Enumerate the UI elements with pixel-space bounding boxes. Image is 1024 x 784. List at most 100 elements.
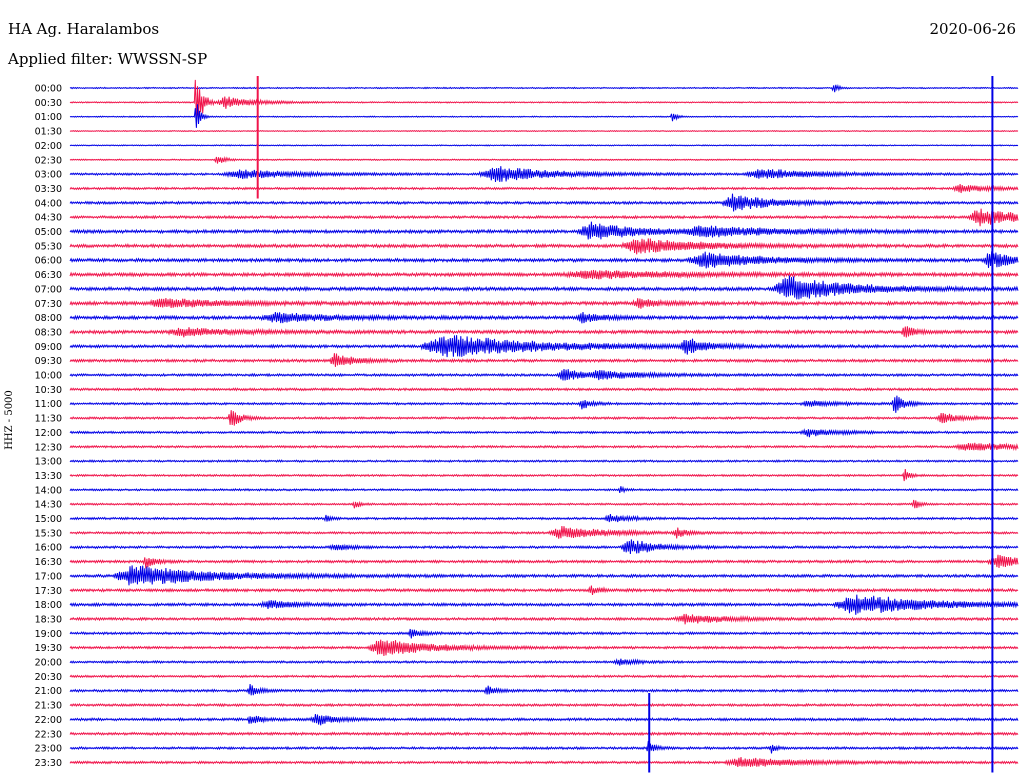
hour-tick-label: 13:00 [35, 457, 62, 468]
hour-tick-label: 12:00 [35, 428, 62, 439]
trace-1330 [69, 468, 1019, 482]
trace-2300 [69, 740, 1019, 755]
trace-1300 [69, 459, 1019, 463]
trace-2200 [69, 714, 1019, 726]
hour-tick-label: 23:00 [35, 744, 62, 755]
trace-2030 [69, 674, 1019, 679]
hour-tick-label: 11:30 [35, 414, 62, 425]
channel-label: HHZ - 5000 [4, 390, 15, 450]
hour-tick-label: 22:30 [35, 729, 62, 740]
trace-1900 [69, 628, 1019, 639]
trace-0030 [69, 79, 1019, 121]
station-title: HA Ag. Haralambos [8, 20, 160, 38]
trace-0930 [69, 353, 1019, 367]
hour-tick-label: 14:30 [35, 500, 62, 511]
hour-tick-label: 09:30 [35, 356, 62, 367]
hour-tick-label: 17:30 [35, 586, 62, 597]
hour-tick-label: 10:00 [35, 371, 62, 382]
hour-tick-label: 15:00 [35, 514, 62, 525]
hour-tick-label: 06:00 [35, 256, 62, 267]
trace-0630 [69, 269, 1019, 280]
trace-0230 [69, 155, 1019, 164]
filter-label: Applied filter: WWSSN-SP [8, 50, 208, 68]
hour-tick-label: 06:30 [35, 270, 62, 281]
hour-tick-label: 18:30 [35, 614, 62, 625]
trace-1530 [69, 526, 1019, 539]
hour-tick-label: 18:00 [35, 600, 62, 611]
trace-1430 [69, 499, 1019, 509]
hour-tick-label: 07:30 [35, 299, 62, 310]
trace-1130 [69, 410, 1019, 426]
trace-1500 [69, 514, 1019, 523]
hour-tick-label: 00:30 [35, 98, 62, 109]
trace-1800 [69, 594, 1019, 615]
hour-tick-label: 09:00 [35, 342, 62, 353]
hour-tick-label: 07:00 [35, 284, 62, 295]
hour-tick-label: 21:30 [35, 701, 62, 712]
hour-tick-label: 22:00 [35, 715, 62, 726]
hour-tick-label: 05:00 [35, 227, 62, 238]
trace-2330 [69, 756, 1019, 767]
trace-1630 [69, 554, 1019, 569]
hour-tick-label: 20:30 [35, 672, 62, 683]
hour-tick-label: 02:00 [35, 141, 62, 152]
hour-tick-label: 14:00 [35, 485, 62, 496]
trace-1930 [69, 639, 1019, 657]
trace-0600 [69, 251, 1019, 269]
trace-0530 [69, 238, 1019, 255]
hour-tick-label: 21:00 [35, 686, 62, 697]
hour-tick-label: 01:30 [35, 127, 62, 138]
trace-1830 [69, 613, 1019, 625]
trace-2130 [69, 702, 1019, 708]
spike-group [256, 76, 994, 773]
hour-tick-label: 04:30 [35, 213, 62, 224]
trace-1600 [69, 539, 1019, 555]
hour-tick-label: 01:00 [35, 112, 62, 123]
trace-1030 [69, 387, 1019, 392]
hour-tick-label: 23:30 [35, 758, 62, 769]
trace-group [69, 79, 1019, 767]
trace-1100 [69, 395, 1019, 413]
trace-0130 [69, 129, 1019, 133]
hour-tick-label: 15:30 [35, 528, 62, 539]
hour-tick-label: 12:30 [35, 442, 62, 453]
trace-2000 [69, 658, 1019, 666]
hour-tick-label: 20:00 [35, 658, 62, 669]
trace-0700 [69, 275, 1019, 300]
trace-0900 [69, 335, 1019, 358]
hour-tick-label: 16:30 [35, 557, 62, 568]
hour-tick-label: 04:00 [35, 198, 62, 209]
trace-0200 [69, 144, 1019, 147]
hour-tick-label: 19:00 [35, 629, 62, 640]
hour-tick-label: 10:30 [35, 385, 62, 396]
hour-tick-label: 03:00 [35, 170, 62, 181]
hour-tick-label: 13:30 [35, 471, 62, 482]
hour-tick-label: 02:30 [35, 155, 62, 166]
trace-0100 [69, 104, 1019, 128]
trace-2230 [69, 731, 1019, 737]
trace-0430 [69, 208, 1019, 227]
hour-tick-label: 17:00 [35, 571, 62, 582]
trace-1730 [69, 585, 1019, 595]
trace-2100 [69, 684, 1019, 696]
trace-0400 [69, 193, 1019, 212]
trace-0000 [69, 83, 1019, 93]
hour-tick-label: 08:00 [35, 313, 62, 324]
trace-1000 [69, 368, 1019, 381]
trace-1400 [69, 485, 1019, 494]
hour-tick-label: 03:30 [35, 184, 62, 195]
trace-0300 [69, 166, 1019, 183]
hour-tick-label: 11:00 [35, 399, 62, 410]
trace-0830 [69, 326, 1019, 338]
trace-0330 [69, 184, 1019, 194]
hour-tick-label: 19:30 [35, 643, 62, 654]
hour-tick-label: 00:00 [35, 84, 62, 95]
trace-0800 [69, 311, 1019, 324]
trace-0730 [69, 298, 1019, 309]
hour-tick-label: 16:00 [35, 543, 62, 554]
hour-tick-label: 05:30 [35, 241, 62, 252]
trace-1700 [69, 565, 1019, 586]
trace-1230 [69, 442, 1019, 452]
